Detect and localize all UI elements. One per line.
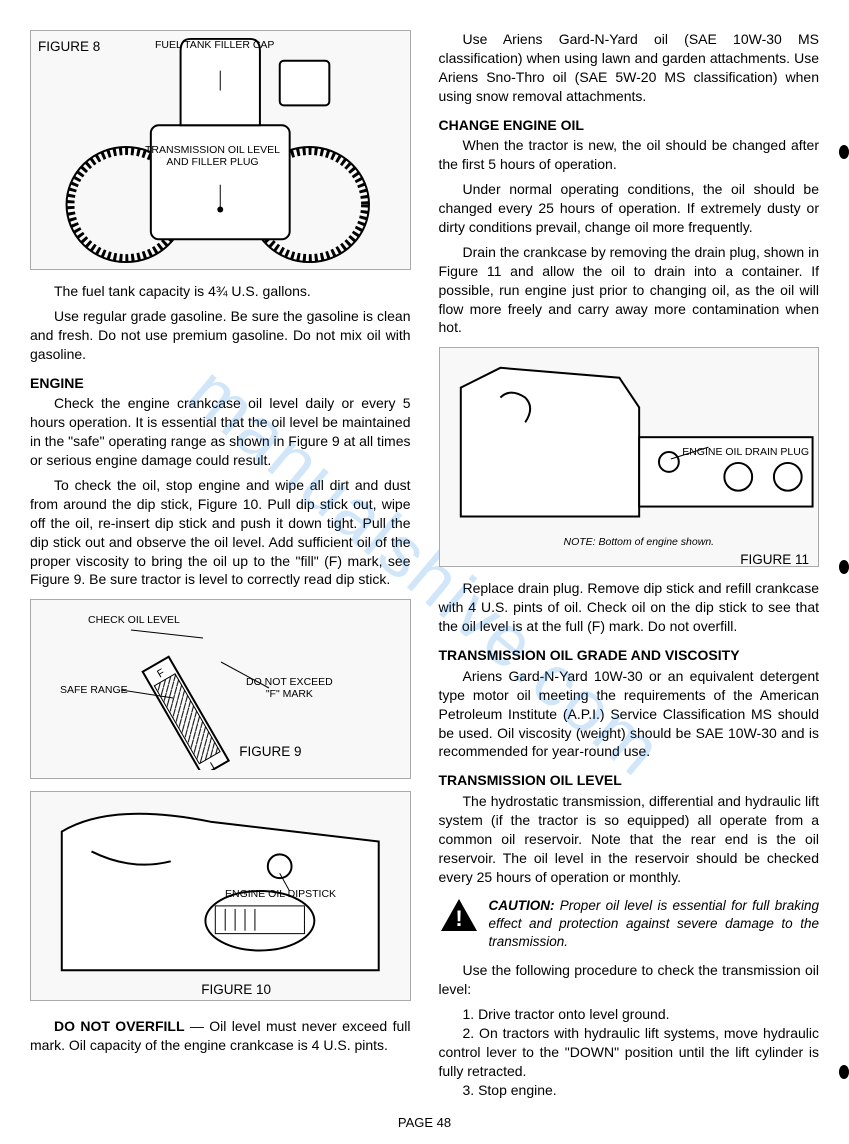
figure-8-callout-fuel-cap: FUEL TANK FILLER CAP <box>155 40 274 52</box>
margin-dot <box>839 560 849 574</box>
two-column-layout: FIGURE 8 FUEL TANK FILLER CAP TRANSMISSI… <box>30 30 819 1100</box>
figure-10-label: FIGURE 10 <box>201 981 271 999</box>
para-trans-oil-grade: Ariens Gard-N-Yard 10W-30 or an equivale… <box>439 667 820 761</box>
figure-9-callout-safe: SAFE RANGE <box>60 685 128 697</box>
para-fuel-capacity: The fuel tank capacity is 4¾ U.S. gallon… <box>30 282 411 301</box>
para-trans-level: The hydrostatic transmission, differenti… <box>439 792 820 886</box>
left-column: FIGURE 8 FUEL TANK FILLER CAP TRANSMISSI… <box>30 30 411 1100</box>
figure-11-callout-drain-plug: ENGINE OIL DRAIN PLUG <box>682 447 809 459</box>
list-item-2: 2. On tractors with hydraulic lift syste… <box>439 1024 820 1081</box>
margin-dot <box>839 145 849 159</box>
para-drain-crankcase: Drain the crankcase by removing the drai… <box>439 243 820 337</box>
heading-trans-level: TRANSMISSION OIL LEVEL <box>439 771 820 790</box>
svg-text:!: ! <box>455 906 462 931</box>
heading-change-oil: CHANGE ENGINE OIL <box>439 116 820 135</box>
caution-label: CAUTION: <box>489 898 555 913</box>
margin-dot <box>839 1065 849 1079</box>
para-replace-drain-plug: Replace drain plug. Remove dip stick and… <box>439 579 820 636</box>
para-new-tractor: When the tractor is new, the oil should … <box>439 136 820 174</box>
figure-11-label: FIGURE 11 <box>740 551 809 569</box>
figure-9-callout-check: CHECK OIL LEVEL <box>88 615 180 627</box>
warning-triangle-icon: ! <box>439 897 479 933</box>
heading-trans-grade: TRANSMISSION OIL GRADE AND VISCOSITY <box>439 646 820 665</box>
para-gasoline: Use regular grade gasoline. Be sure the … <box>30 307 411 364</box>
para-check-oil-procedure: To check the oil, stop engine and wipe a… <box>30 476 411 589</box>
figure-11-note: NOTE: Bottom of engine shown. <box>564 535 715 549</box>
figure-10-callout-dipstick: ENGINE OIL DIPSTICK <box>225 889 336 901</box>
para-normal-conditions: Under normal operating conditions, the o… <box>439 180 820 237</box>
figure-11-container: ENGINE OIL DRAIN PLUG NOTE: Bottom of en… <box>439 347 820 567</box>
figure-8-container: FIGURE 8 FUEL TANK FILLER CAP TRANSMISSI… <box>30 30 411 270</box>
figure-8-label: FIGURE 8 <box>38 38 100 56</box>
right-column: Use Ariens Gard-N-Yard oil (SAE 10W-30 M… <box>439 30 820 1100</box>
figure-10-container: ENGINE OIL DIPSTICK FIGURE 10 <box>30 791 411 1001</box>
list-item-3: 3. Stop engine. <box>439 1081 820 1100</box>
caution-text: CAUTION: Proper oil level is essential f… <box>489 897 820 952</box>
figure-9-label: FIGURE 9 <box>239 743 301 761</box>
figure-10-image <box>30 791 411 1001</box>
figure-8-callout-trans-plug: TRANSMISSION OIL LEVEL AND FILLER PLUG <box>145 145 280 168</box>
para-check-oil-daily: Check the engine crankcase oil level dai… <box>30 394 411 470</box>
page-number: PAGE 48 <box>30 1114 819 1132</box>
heading-engine: ENGINE <box>30 374 411 393</box>
figure-9-callout-exceed: DO NOT EXCEED "F" MARK <box>246 677 333 700</box>
figure-9-container: F L CHECK OIL LEVEL SAFE RANGE DO NOT EX… <box>30 599 411 779</box>
para-do-not-overfill: DO NOT OVERFILL — Oil level must never e… <box>30 1017 411 1055</box>
list-item-1: 1. Drive tractor onto level ground. <box>439 1005 820 1024</box>
para-oil-types: Use Ariens Gard-N-Yard oil (SAE 10W-30 M… <box>439 30 820 106</box>
para-check-procedure-intro: Use the following procedure to check the… <box>439 961 820 999</box>
do-not-overfill-bold: DO NOT OVERFILL <box>54 1018 185 1034</box>
caution-block: ! CAUTION: Proper oil level is essential… <box>439 897 820 952</box>
